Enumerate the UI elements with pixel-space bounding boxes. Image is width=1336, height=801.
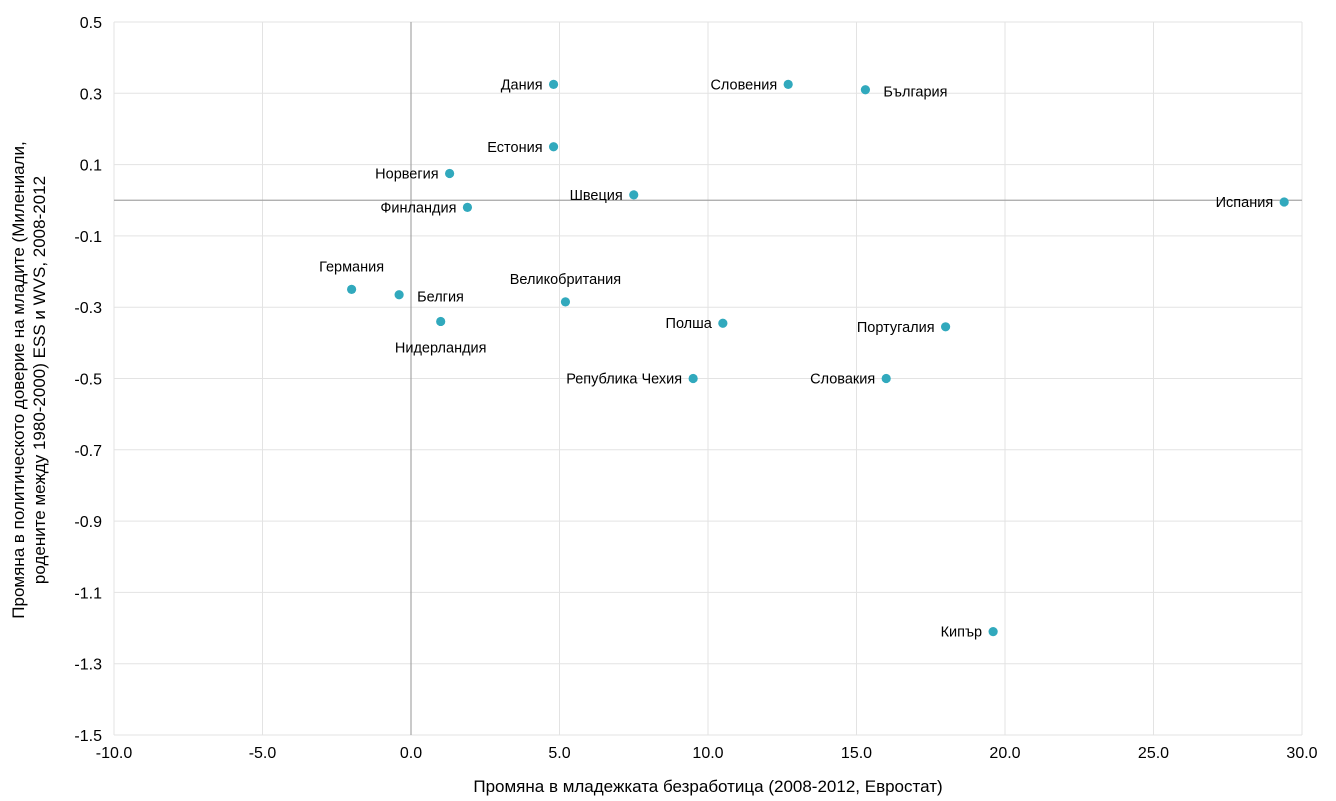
data-label: Словения <box>710 77 777 93</box>
x-tick-label: 5.0 <box>548 745 570 762</box>
data-label: Словакия <box>810 372 875 388</box>
data-label: Финландия <box>380 200 456 216</box>
data-point <box>881 373 891 384</box>
y-tick-label: -0.7 <box>74 443 102 460</box>
data-point <box>445 168 455 179</box>
x-axis-title: Промяна в младежката безработица (2008-2… <box>473 777 942 796</box>
y-tick-label: 0.1 <box>80 158 102 175</box>
y-tick-label: -0.3 <box>74 300 102 317</box>
data-label: Белгия <box>417 290 464 306</box>
y-tick-label: 0.5 <box>80 15 102 32</box>
y-axis-title: Промяна в политическото доверие на млади… <box>9 141 49 618</box>
y-tick-label: 0.3 <box>80 86 102 103</box>
x-tick-label: 25.0 <box>1138 745 1169 762</box>
data-label: Норвегия <box>375 167 438 183</box>
data-point <box>941 322 951 332</box>
data-label: Великобритания <box>510 272 621 288</box>
data-label: Република Чехия <box>566 372 682 388</box>
data-point <box>548 79 559 89</box>
data-label: Нидерландия <box>395 340 487 356</box>
zero-lines <box>114 22 1302 735</box>
data-point <box>860 85 871 95</box>
data-point <box>718 318 728 328</box>
data-label: Испания <box>1216 195 1274 211</box>
data-point <box>1279 197 1289 207</box>
data-label: Португалия <box>857 320 935 336</box>
data-label: Швеция <box>570 188 623 204</box>
data-point <box>436 316 446 327</box>
data-point <box>462 202 473 212</box>
y-axis-title-line-2: родените между 1980-2000) ESS и WVS, 200… <box>30 176 49 584</box>
y-tick-label: -0.9 <box>74 514 102 531</box>
x-tick-label: 30.0 <box>1286 745 1317 762</box>
x-tick-label: 0.0 <box>400 745 422 762</box>
data-label: Полша <box>666 316 713 332</box>
data-label: Германия <box>319 259 384 275</box>
y-tick-label: -1.3 <box>74 657 102 674</box>
x-tick-label: -5.0 <box>249 745 277 762</box>
y-tick-label: -1.1 <box>74 585 102 602</box>
data-point <box>548 142 559 152</box>
x-tick-label: 15.0 <box>841 745 872 762</box>
y-tick-label: -0.1 <box>74 229 102 246</box>
point-labels: Дания Словения България Естония Норвегия Швец… <box>319 77 1273 640</box>
data-label: Естония <box>487 140 542 156</box>
data-points <box>347 79 1289 637</box>
y-axis-title-line-1: Промяна в политическото доверие на млади… <box>9 141 28 618</box>
data-point <box>347 284 357 294</box>
grid <box>113 21 1303 736</box>
x-tick-label: 10.0 <box>692 745 723 762</box>
data-point <box>629 190 639 200</box>
data-point <box>988 627 998 637</box>
data-label: Дания <box>501 77 543 93</box>
y-tick-label: -0.5 <box>74 372 102 389</box>
y-tick-label: -1.5 <box>74 728 102 745</box>
data-point <box>560 297 571 307</box>
x-tick-label: -10.0 <box>96 745 133 762</box>
data-point <box>688 373 698 384</box>
data-point <box>394 290 404 300</box>
x-axis-ticks: -10.0 -5.0 0.0 5.0 10.0 15.0 20.0 25.0 30.0 <box>96 745 1318 762</box>
x-tick-label: 20.0 <box>989 745 1020 762</box>
data-label: Кипър <box>941 625 983 641</box>
y-axis-ticks: 0.5 0.3 0.1 -0.1 -0.3 -0.5 -0.7 -0.9 -1.1 -1.3 -1.… <box>74 15 102 745</box>
data-label: България <box>883 85 947 101</box>
data-point <box>783 79 793 89</box>
